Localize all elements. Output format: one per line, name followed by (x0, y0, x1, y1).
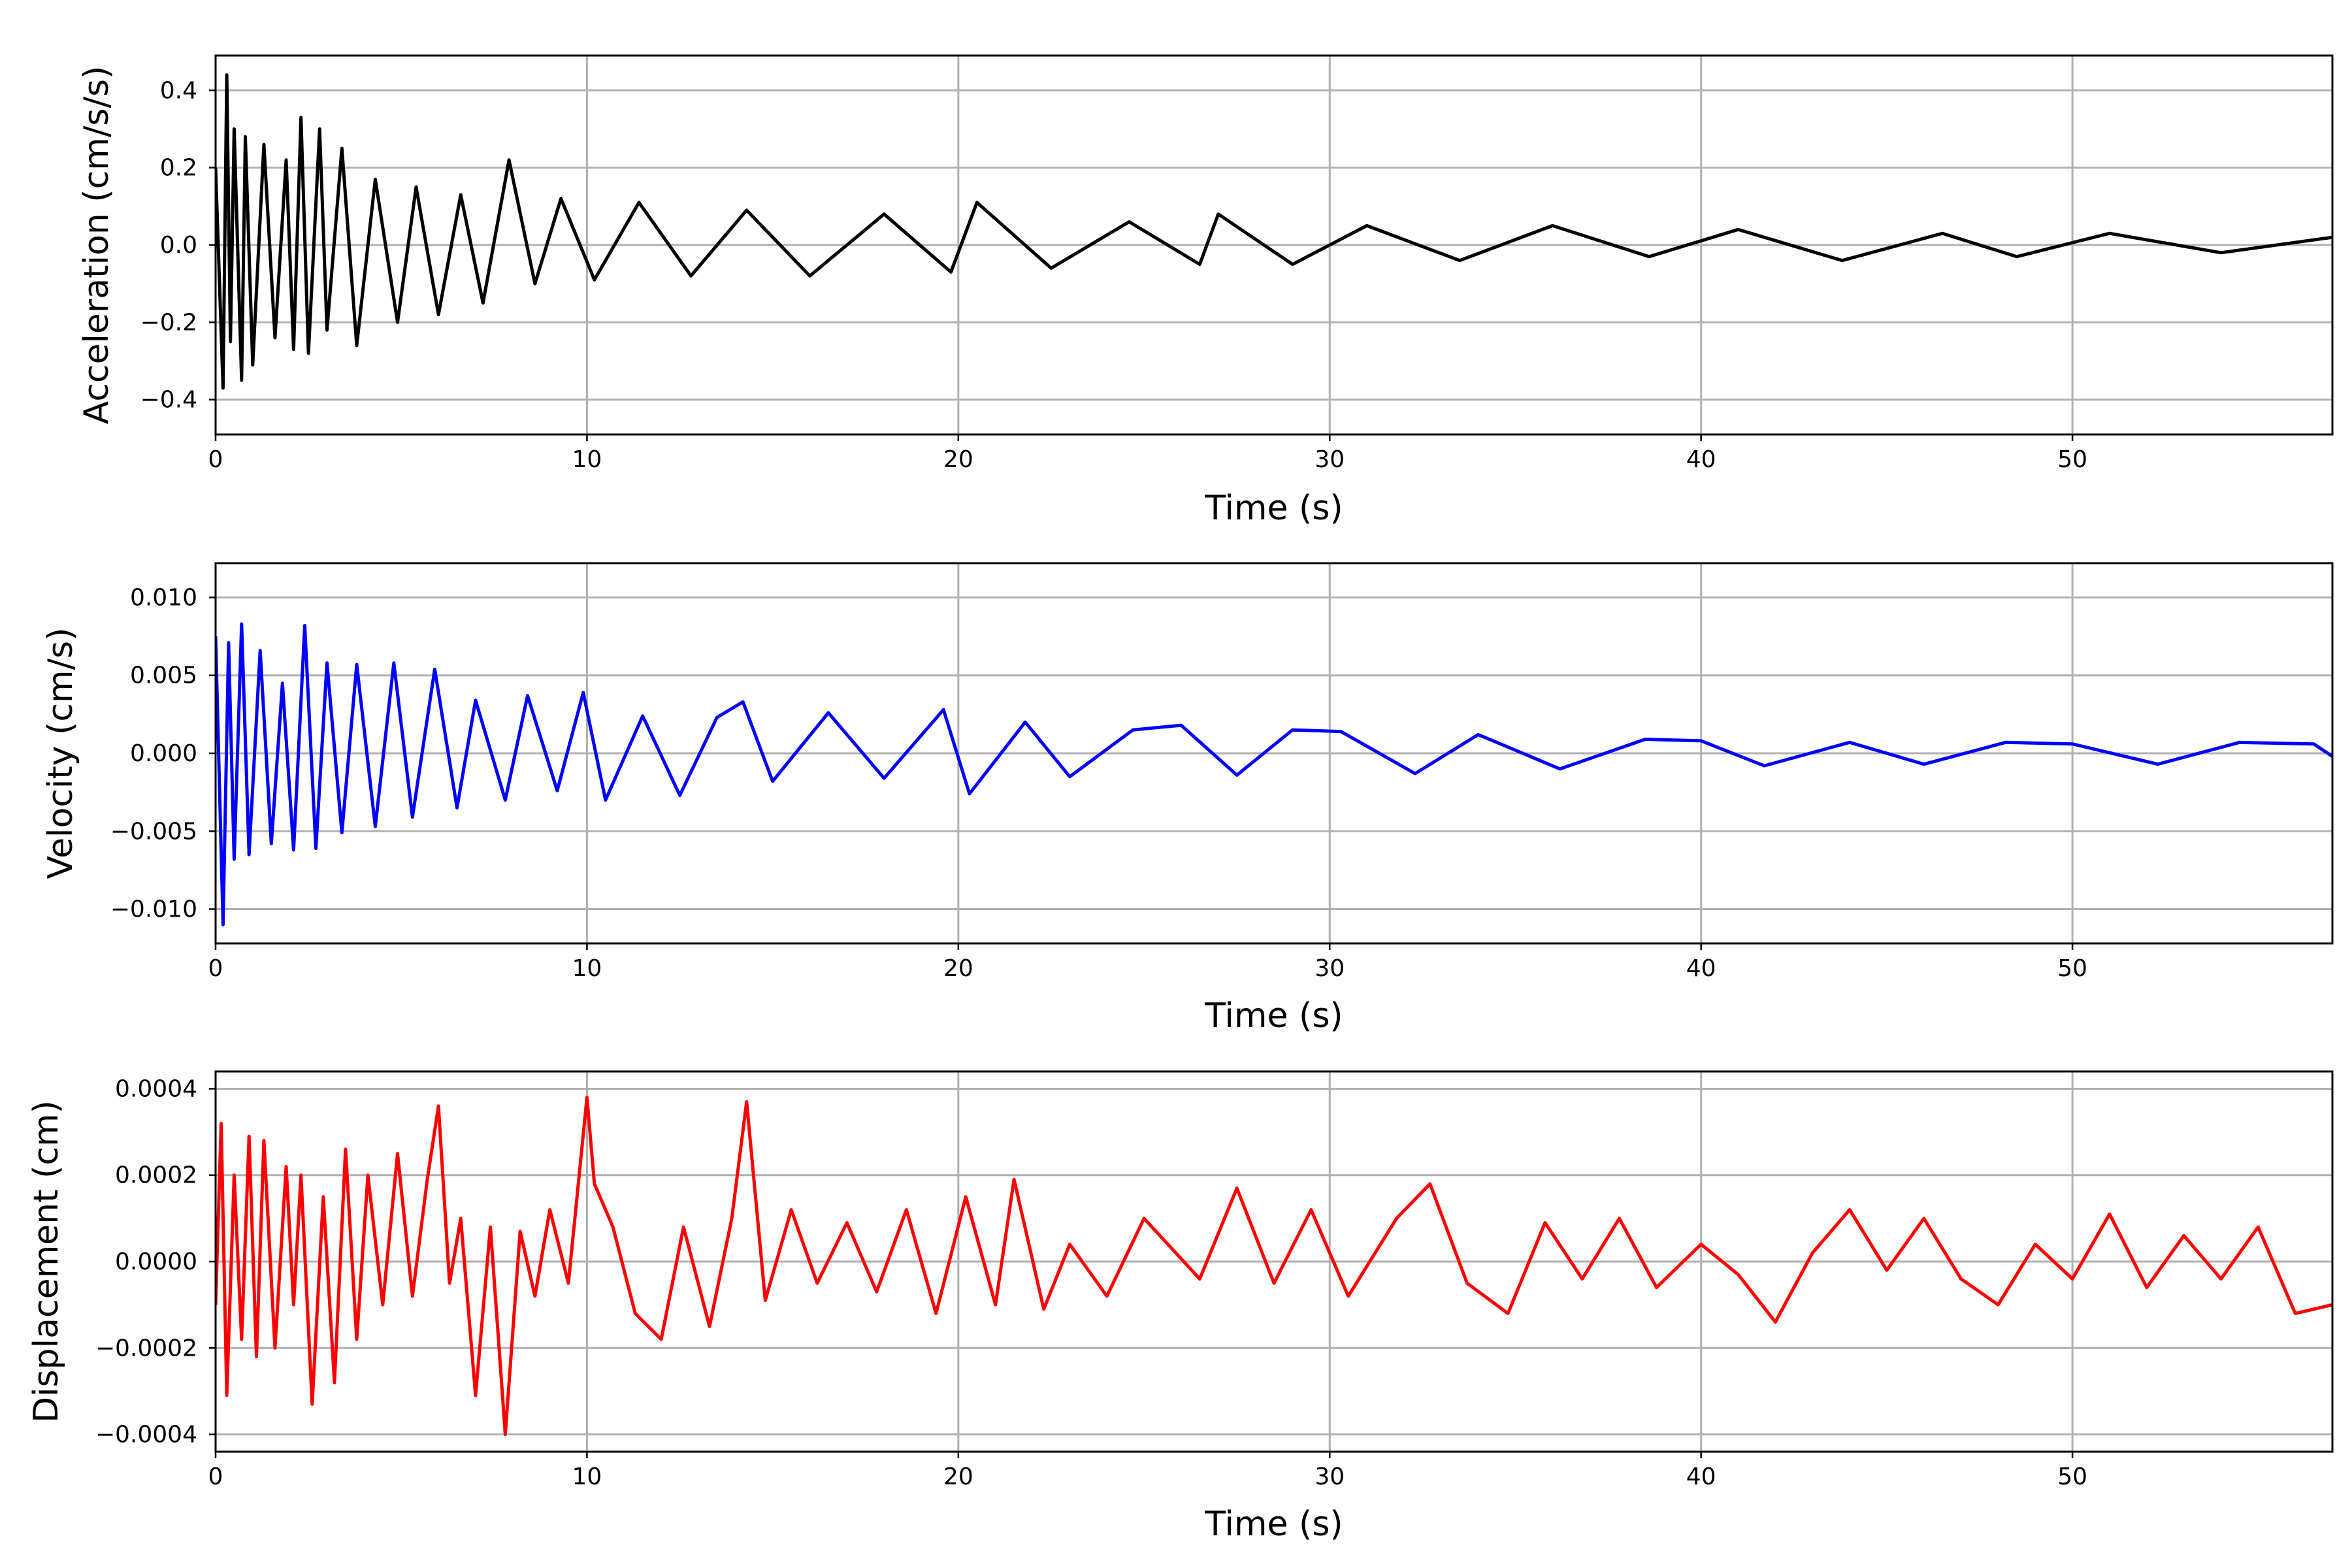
acceleration-x-tick-label: 30 (1315, 446, 1345, 473)
displacement-y-tick-label: −0.0002 (95, 1335, 197, 1362)
acceleration-y-axis-label: Acceleration (cm/s/s) (77, 66, 116, 425)
acceleration-y-tick-label: −0.4 (140, 387, 197, 414)
acceleration-y-tick-label: 0.0 (160, 232, 197, 259)
displacement-panel: 0 10 20 30 40 50 0.0004 0.0002 0.0000 −0.0002 −0.0… (27, 1070, 2334, 1544)
velocity-y-tick-label: −0.010 (110, 896, 197, 923)
acceleration-x-tick-label: 50 (2057, 446, 2087, 473)
displacement-x-tick-label: 10 (572, 1463, 602, 1490)
displacement-x-axis-label: Time (s) (1204, 1505, 1343, 1544)
displacement-x-tick-label: 0 (208, 1463, 223, 1490)
velocity-y-tick-label: −0.005 (110, 818, 197, 845)
acceleration-ticks: 0 10 20 30 40 50 0.4 0.2 0.0 −0.2 −0.4 (140, 77, 2087, 473)
acceleration-y-tick-label: 0.2 (160, 155, 197, 182)
velocity-y-axis-label: Velocity (cm/s) (41, 628, 80, 879)
velocity-x-tick-label: 10 (572, 955, 602, 982)
acceleration-plot-area (216, 73, 2332, 390)
velocity-ticks: 0 10 20 30 40 50 0.010 0.005 0.000 −0.005 −0.010 (110, 584, 2087, 982)
displacement-grid (214, 1071, 2332, 1452)
acceleration-series-line (216, 73, 2332, 390)
displacement-y-tick-label: 0.0004 (115, 1075, 197, 1102)
velocity-x-tick-label: 50 (2057, 955, 2087, 982)
acceleration-x-tick-label: 0 (208, 446, 223, 473)
velocity-x-tick-label: 20 (943, 955, 973, 982)
velocity-x-tick-label: 0 (208, 955, 223, 982)
displacement-y-axis-label: Displacement (cm) (27, 1100, 66, 1423)
velocity-panel: 0 10 20 30 40 50 0.010 0.005 0.000 −0.005 −0.010 T… (41, 562, 2334, 1036)
velocity-x-tick-label: 30 (1315, 955, 1345, 982)
velocity-y-tick-label: 0.005 (130, 662, 197, 689)
displacement-plot-area (216, 1096, 2332, 1436)
velocity-plot-area (216, 622, 2332, 926)
velocity-series-line (216, 622, 2332, 926)
displacement-x-tick-label: 30 (1315, 1463, 1345, 1490)
displacement-y-tick-label: −0.0004 (95, 1422, 197, 1448)
acceleration-x-tick-label: 10 (572, 446, 602, 473)
velocity-x-axis-label: Time (s) (1204, 996, 1343, 1036)
acceleration-x-tick-label: 20 (943, 446, 973, 473)
displacement-ticks: 0 10 20 30 40 50 0.0004 0.0002 0.0000 −0.0002 −0.0… (95, 1075, 2087, 1490)
acceleration-y-tick-label: −0.2 (140, 309, 197, 336)
acceleration-x-axis-label: Time (s) (1204, 489, 1343, 528)
displacement-x-tick-label: 50 (2057, 1463, 2087, 1490)
velocity-y-tick-label: 0.000 (130, 740, 197, 767)
velocity-x-tick-label: 40 (1686, 955, 1716, 982)
displacement-y-tick-label: 0.0000 (115, 1249, 197, 1275)
velocity-y-tick-label: 0.010 (130, 584, 197, 611)
displacement-x-tick-label: 20 (943, 1463, 973, 1490)
displacement-y-tick-label: 0.0002 (115, 1162, 197, 1189)
acceleration-y-tick-label: 0.4 (160, 77, 197, 104)
acceleration-x-tick-label: 40 (1686, 446, 1716, 473)
displacement-series-line (216, 1096, 2332, 1436)
displacement-x-tick-label: 40 (1686, 1463, 1716, 1490)
acceleration-panel: 0 10 20 30 40 50 0.4 0.2 0.0 −0.2 −0.4 Time (s) Ac… (77, 54, 2334, 528)
